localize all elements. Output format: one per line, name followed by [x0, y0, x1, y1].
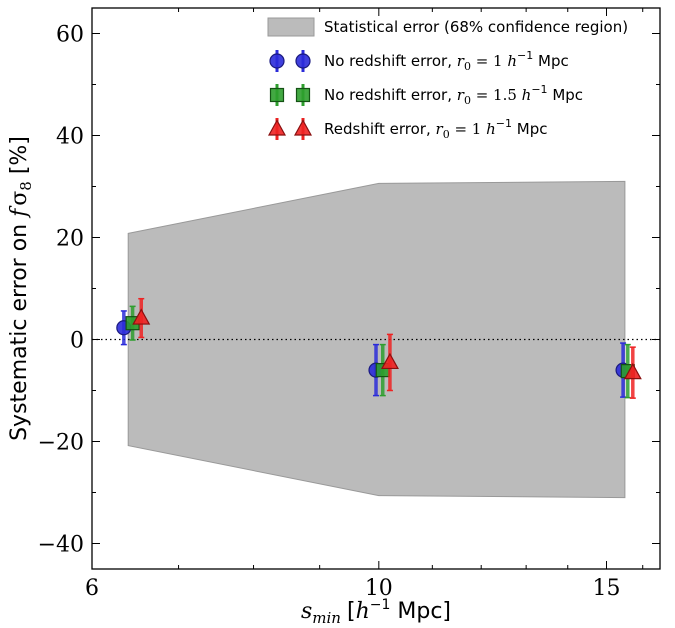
legend-sub: 0: [443, 128, 450, 141]
y-title-prefix: Systematic error on: [7, 217, 32, 441]
legend-swatch-series-1: [269, 50, 311, 72]
legend-eq: = 1.5: [471, 86, 522, 104]
y-title-sub: 8: [17, 181, 35, 191]
y-tick-label: 20: [56, 227, 84, 252]
legend-swatch-band: [267, 17, 315, 37]
x-title-sup: −1: [370, 597, 391, 613]
y-tick-label: 60: [56, 23, 84, 48]
legend-label-band: Statistical error (68% confidence region…: [324, 18, 628, 36]
y-tick-label: −40: [38, 533, 84, 558]
y-tick-label: 40: [56, 125, 84, 150]
x-tick-label: 6: [85, 576, 99, 601]
legend: Statistical error (68% confidence region…: [267, 17, 628, 141]
legend-sup: −1: [517, 49, 533, 62]
x-title-var: s: [301, 599, 312, 624]
legend-rest: Mpc: [548, 86, 583, 104]
legend-eq: = 1: [471, 52, 507, 70]
x-tick-label: 15: [592, 576, 620, 601]
legend-label-series-2: No redshift error, r0 = 1.5 h−1 Mpc: [324, 83, 583, 107]
legend-text-part: No redshift error,: [324, 52, 457, 70]
data-point: [132, 308, 151, 325]
data-point: [623, 362, 642, 380]
legend-text-part: No redshift error,: [324, 86, 457, 104]
legend-h: h: [486, 120, 496, 138]
y-title-suffix: [%]: [7, 136, 32, 181]
legend-marker: [269, 87, 285, 103]
legend-label-series-3: Redshift error, r0 = 1 h−1 Mpc: [324, 117, 547, 141]
legend-sup: −1: [531, 83, 547, 96]
legend-h: h: [507, 52, 517, 70]
legend-var: r: [436, 120, 444, 138]
x-axis-title: smin [h−1 Mpc]: [301, 597, 451, 627]
y-tick-label: −20: [38, 431, 84, 456]
legend-marker: [269, 53, 285, 69]
legend-var: r: [457, 52, 465, 70]
legend-rest: Mpc: [512, 120, 547, 138]
x-tick-label: 10: [365, 576, 393, 601]
legend-marker: [267, 119, 287, 136]
legend-marker: [295, 87, 311, 103]
legend-sub: 0: [464, 60, 471, 73]
x-title-rest: Mpc]: [390, 599, 451, 624]
y-title-sigma: σ: [7, 191, 32, 206]
legend-h: h: [522, 86, 532, 104]
legend-swatch-series-2: [269, 84, 311, 106]
x-title-bracket: [: [347, 599, 356, 624]
legend-eq: = 1: [450, 120, 486, 138]
data-point: [380, 352, 399, 370]
legend-marker: [295, 53, 311, 69]
plot-area: [92, 180, 660, 499]
legend-swatch-series-3: [267, 118, 313, 140]
legend-label-series-1: No redshift error, r0 = 1 h−1 Mpc: [324, 49, 569, 73]
legend-var: r: [457, 86, 465, 104]
legend-marker: [293, 119, 313, 136]
series-3: [132, 297, 642, 399]
legend-text-part: Redshift error,: [324, 120, 436, 138]
x-title-h: h: [356, 599, 370, 624]
y-title-f: f: [7, 205, 32, 219]
legend-sub: 0: [464, 94, 471, 107]
y-tick-label: 0: [70, 329, 84, 354]
legend-rest: Mpc: [533, 52, 568, 70]
y-axis-title: Systematic error on fσ8 [%]: [7, 136, 35, 441]
x-title-sub: min: [312, 609, 341, 627]
legend-sup: −1: [496, 117, 512, 130]
